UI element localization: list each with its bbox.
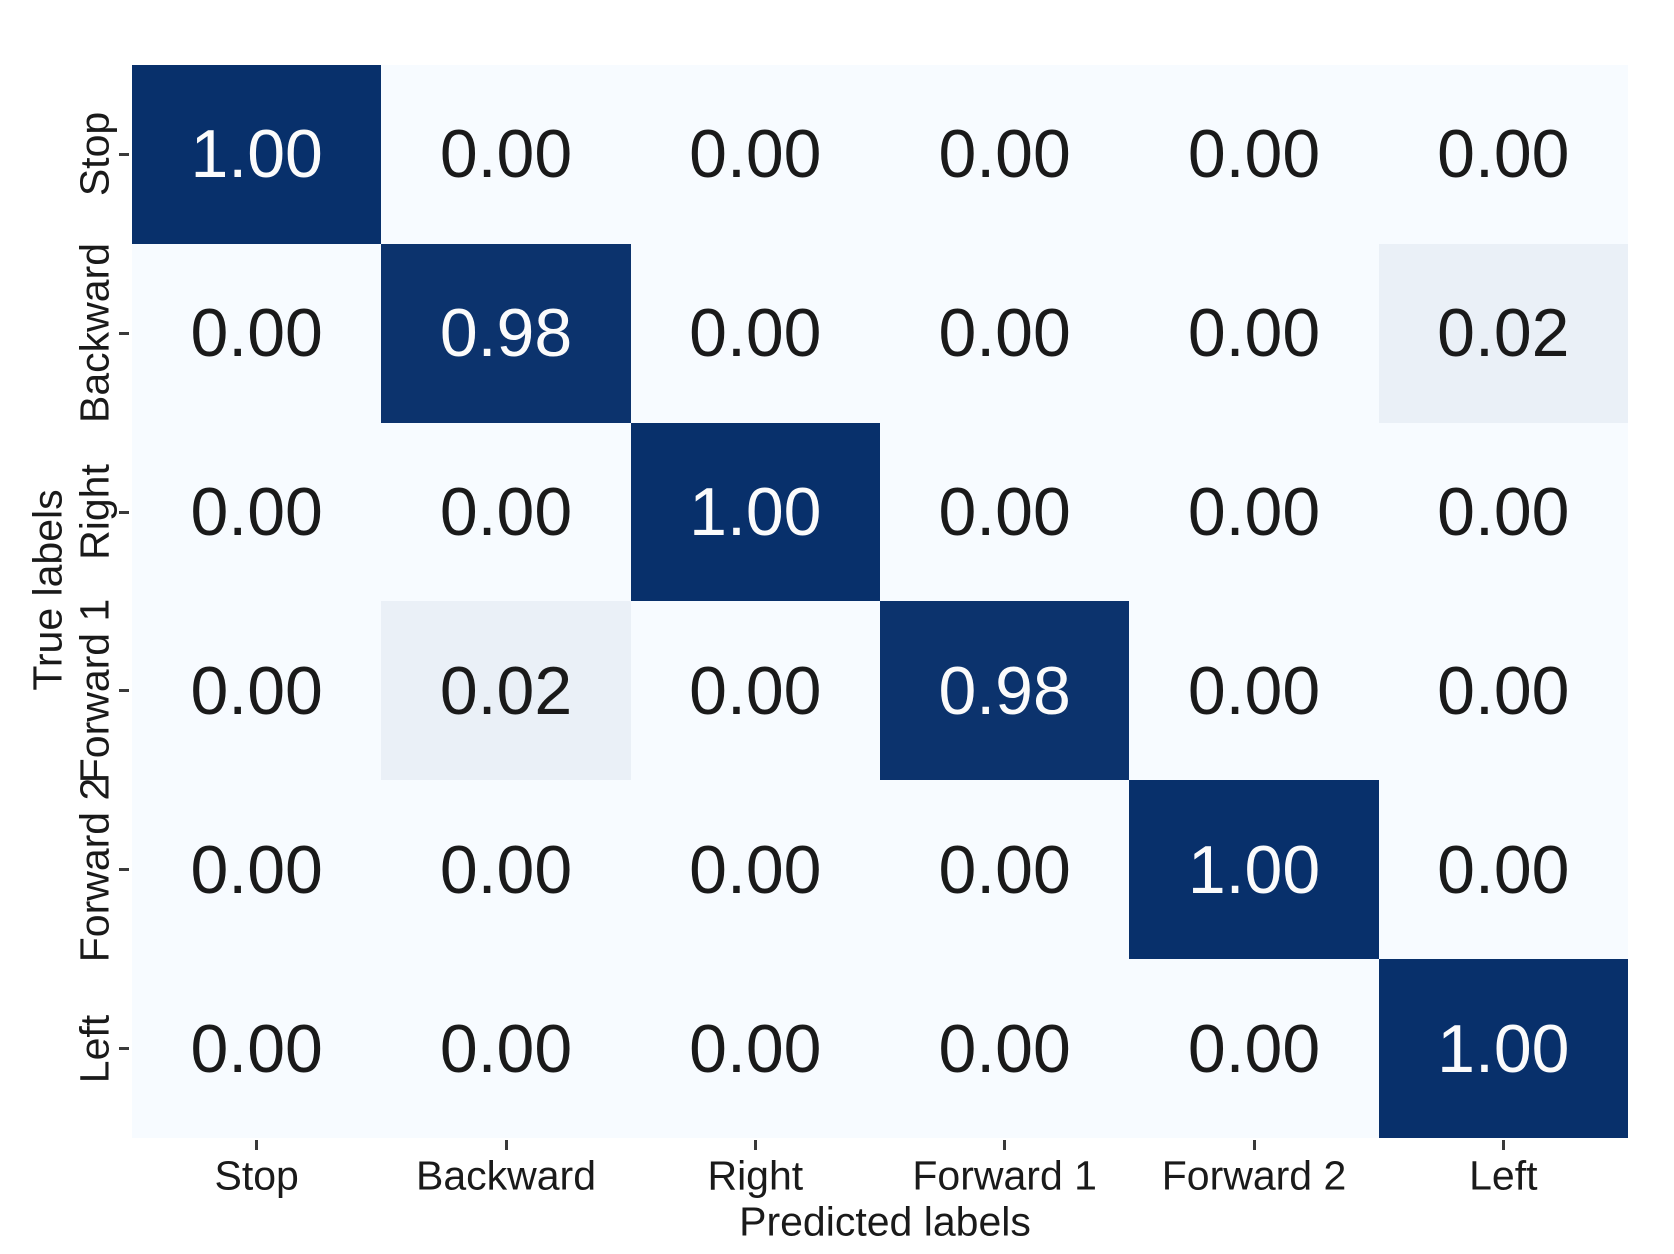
matrix-cell: 1.00: [1378, 959, 1628, 1138]
matrix-cell: 0.00: [132, 422, 382, 602]
matrix-cell: 0.00: [1129, 422, 1379, 602]
matrix-cell: 1.00: [1129, 780, 1379, 960]
matrix-cell: 0.00: [879, 243, 1130, 423]
matrix-cell: 0.00: [630, 601, 880, 781]
matrix-cell: 0.00: [879, 959, 1130, 1138]
matrix-cell: 0.00: [630, 959, 880, 1138]
x-tick-mark: [504, 1140, 508, 1150]
matrix-cell: 0.00: [630, 65, 880, 244]
y-tick-mark: [119, 152, 129, 156]
matrix-cell: 0.00: [381, 780, 631, 960]
matrix-cell: 0.02: [381, 601, 631, 781]
matrix-cell: 0.00: [132, 780, 382, 960]
matrix-cell: 0.00: [381, 65, 631, 244]
x-tick-mark: [1252, 1140, 1256, 1150]
x-tick-mark: [255, 1140, 259, 1150]
matrix-cell: 0.00: [1129, 601, 1379, 781]
matrix-cell: 0.00: [1129, 65, 1379, 244]
matrix-cell: 0.00: [1378, 65, 1628, 244]
x-tick-mark: [1003, 1140, 1007, 1150]
y-axis-label: True labels: [24, 489, 71, 691]
x-tick-label: Stop: [214, 1152, 299, 1199]
y-tick-mark: [119, 868, 129, 872]
y-tick-mark: [119, 1047, 129, 1051]
matrix-cell: 0.00: [381, 422, 631, 602]
x-axis-label: Predicted labels: [739, 1198, 1031, 1245]
matrix-cell: 0.00: [132, 243, 382, 423]
y-tick-mark: [119, 689, 129, 693]
matrix-cell: 0.00: [1378, 601, 1628, 781]
y-tick-mark: [119, 331, 129, 335]
x-tick-label: Backward: [415, 1152, 597, 1199]
y-tick-label: Stop: [71, 112, 118, 197]
matrix-cell: 0.98: [381, 243, 631, 423]
matrix-cell: 0.00: [630, 243, 880, 423]
y-tick-mark: [119, 510, 129, 514]
matrix-cell: 0.00: [1129, 959, 1379, 1138]
y-tick-label: Forward 1: [71, 598, 118, 784]
matrix-cell: 0.00: [381, 959, 631, 1138]
y-tick-label: Forward 2: [71, 777, 118, 963]
x-tick-label: Forward 1: [912, 1152, 1097, 1199]
matrix-cell: 0.00: [132, 601, 382, 781]
matrix-cell: 0.00: [1378, 780, 1628, 960]
matrix-cell: 0.02: [1378, 243, 1628, 423]
x-tick-label: Left: [1469, 1152, 1538, 1199]
matrix-cell: 0.00: [1378, 422, 1628, 602]
x-tick-label: Right: [707, 1152, 804, 1199]
matrix-cell: 1.00: [132, 65, 382, 244]
x-tick-label: Forward 2: [1161, 1152, 1347, 1199]
matrix-cell: 0.00: [879, 780, 1130, 960]
x-tick-mark: [753, 1140, 757, 1150]
matrix-cell: 1.00: [630, 422, 880, 602]
matrix-cell: 0.98: [879, 601, 1130, 781]
matrix-cell: 0.00: [132, 959, 382, 1138]
matrix-cell: 0.00: [630, 780, 880, 960]
matrix-cell: 0.00: [879, 422, 1130, 602]
y-tick-label: Backward: [71, 243, 118, 424]
x-tick-mark: [1501, 1140, 1505, 1150]
matrix-cell: 0.00: [879, 65, 1130, 244]
y-tick-label: Left: [71, 1014, 118, 1083]
heatmap-plot-area: 1.00 0.00 0.00 0.00 0.00 0.00 0.00 0.98 0.00 0.00…: [132, 65, 1628, 1138]
y-tick-label: Right: [71, 464, 118, 560]
matrix-cell: 0.00: [1129, 243, 1379, 423]
